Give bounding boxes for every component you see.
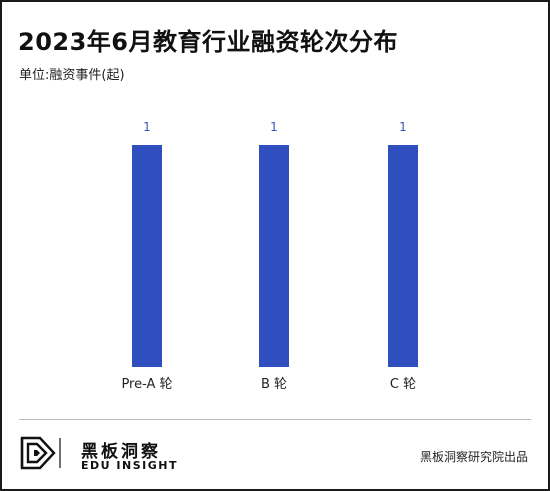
brand-name-cn: 黑板洞察 <box>81 442 161 462</box>
edu-insight-logo-icon <box>20 436 61 470</box>
category-label-2: B 轮 <box>261 377 287 392</box>
chart-title: 2023年6月教育行业融资轮次分布 <box>18 28 398 56</box>
data-label-1: 1 <box>143 120 151 134</box>
bar-chart: 1 Pre-A 轮 1 B 轮 1 C 轮 <box>121 120 418 392</box>
category-label-3: C 轮 <box>390 377 416 392</box>
source-credit: 黑板洞察研究院出品 <box>419 450 528 464</box>
category-label-1: Pre-A 轮 <box>121 377 172 392</box>
data-label-3: 1 <box>399 120 407 134</box>
footer-divider <box>19 419 531 420</box>
bar-2 <box>259 145 289 367</box>
bar-1 <box>132 145 162 367</box>
brand-name-en: EDU INSIGHT <box>81 459 178 472</box>
bar-3 <box>388 145 418 367</box>
unit-label: 单位:融资事件(起) <box>19 68 125 83</box>
data-label-2: 1 <box>270 120 278 134</box>
